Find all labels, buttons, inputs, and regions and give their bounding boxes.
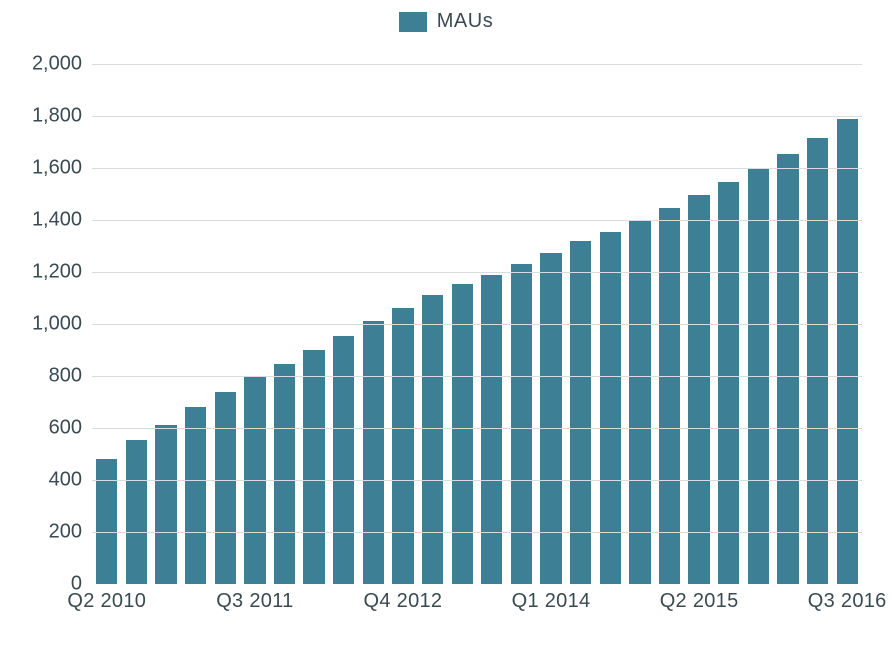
y-tick-label: 1,600 — [32, 157, 82, 180]
bar — [629, 221, 650, 584]
x-tick-label: Q1 2014 — [512, 590, 591, 613]
bar — [777, 154, 798, 584]
y-tick-label: 2,000 — [32, 53, 82, 76]
bar — [303, 350, 324, 584]
y-tick-label: 1,000 — [32, 313, 82, 336]
legend: MAUs — [0, 10, 892, 33]
bar — [126, 440, 147, 584]
gridline — [92, 428, 862, 429]
bar — [659, 208, 680, 584]
y-tick-label: 200 — [49, 521, 82, 544]
bar — [392, 308, 413, 584]
y-tick-label: 400 — [49, 469, 82, 492]
bar — [274, 364, 295, 584]
bar — [511, 264, 532, 584]
gridline — [92, 64, 862, 65]
y-tick-label: 800 — [49, 365, 82, 388]
x-tick-label: Q3 2011 — [216, 590, 293, 613]
bar — [718, 182, 739, 584]
y-tick-label: 1,800 — [32, 105, 82, 128]
gridline — [92, 116, 862, 117]
bar — [185, 407, 206, 584]
y-tick-label: 0 — [71, 573, 82, 596]
legend-label: MAUs — [437, 10, 493, 33]
gridline — [92, 532, 862, 533]
bar — [481, 275, 502, 584]
legend-swatch — [399, 12, 427, 32]
x-axis-labels: Q2 2010Q3 2011Q4 2012Q1 2014Q2 2015Q3 20… — [92, 584, 862, 624]
gridline — [92, 376, 862, 377]
bar — [333, 336, 354, 584]
chart-container: MAUs Q2 2010Q3 2011Q4 2012Q1 2014Q2 2015… — [0, 0, 892, 654]
bar — [155, 425, 176, 584]
y-tick-label: 1,200 — [32, 261, 82, 284]
x-tick-label: Q4 2012 — [364, 590, 443, 613]
bar — [837, 119, 858, 584]
y-tick-label: 600 — [49, 417, 82, 440]
bar — [540, 253, 561, 585]
bar — [422, 295, 443, 584]
x-tick-label: Q3 2016 — [808, 590, 887, 613]
gridline — [92, 324, 862, 325]
gridline — [92, 220, 862, 221]
bar — [452, 284, 473, 584]
bar — [215, 392, 236, 584]
gridline — [92, 168, 862, 169]
bar — [807, 138, 828, 584]
plot-area: Q2 2010Q3 2011Q4 2012Q1 2014Q2 2015Q3 20… — [92, 64, 862, 584]
bar — [688, 195, 709, 584]
gridline — [92, 480, 862, 481]
bar — [363, 321, 384, 584]
bar — [96, 459, 117, 584]
y-tick-label: 1,400 — [32, 209, 82, 232]
gridline — [92, 272, 862, 273]
x-tick-label: Q2 2015 — [660, 590, 739, 613]
